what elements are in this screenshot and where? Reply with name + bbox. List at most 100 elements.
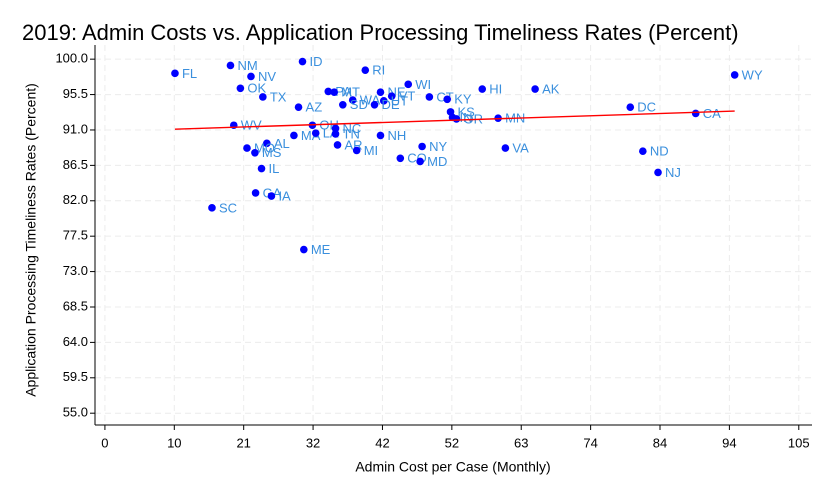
point [348, 96, 357, 104]
point-label: MI [364, 143, 378, 158]
x-tick-label: 84 [653, 435, 667, 450]
point [361, 66, 370, 74]
point [478, 85, 487, 93]
point [247, 72, 255, 81]
y-tick-label: 91.0 [63, 121, 88, 136]
y-tick-label: 68.5 [63, 298, 88, 313]
point-label: MD [427, 154, 447, 169]
point-label: NH [387, 128, 406, 143]
point-label: DE [382, 97, 400, 112]
point [263, 139, 271, 148]
point [259, 93, 267, 101]
point-label: ID [310, 54, 323, 69]
x-tick-label: 63 [514, 435, 528, 450]
y-tick-label: 55.0 [63, 405, 88, 420]
point [425, 93, 434, 101]
point-label: WI [415, 77, 431, 92]
point [501, 144, 510, 152]
point-label: PA [335, 84, 352, 99]
point-label: ND [650, 144, 669, 159]
point-label: NC [343, 121, 362, 136]
point-label: FL [182, 66, 197, 81]
y-tick-label: 73.0 [63, 263, 88, 278]
point-label: MT [341, 85, 360, 100]
point [639, 147, 647, 156]
point [691, 109, 700, 118]
point [257, 164, 266, 173]
point-label: AZ [306, 100, 323, 115]
point [730, 71, 739, 79]
point-label: VA [512, 141, 529, 156]
point-label: SC [219, 200, 237, 215]
point-label: KS [458, 104, 476, 119]
point [376, 88, 385, 97]
point-label: UT [391, 93, 408, 108]
y-tick-label: 77.5 [63, 228, 88, 243]
x-tick-label: 32 [306, 435, 320, 450]
point-label: TN [343, 126, 360, 141]
y-tick-label: 86.5 [63, 157, 88, 172]
point-label: OK [247, 81, 266, 96]
y-tick-label: 82.0 [63, 192, 88, 207]
point-label: CA [703, 106, 721, 121]
point [267, 192, 276, 200]
point [333, 141, 342, 149]
point-label: WV [241, 118, 262, 133]
point [331, 130, 340, 138]
point-label: AK [542, 81, 560, 96]
point [376, 131, 385, 140]
point [418, 142, 426, 151]
point [396, 154, 405, 163]
point [379, 97, 388, 105]
point-label: HI [489, 81, 502, 96]
y-axis-title: Application Processing Timeliness Rates … [23, 83, 39, 397]
fit-line [174, 110, 735, 130]
point [352, 146, 361, 155]
point-label: NJ [665, 165, 681, 180]
point [339, 100, 347, 109]
point-label: IL [269, 161, 280, 176]
point [243, 144, 251, 152]
point [331, 124, 340, 133]
point [416, 157, 424, 166]
point-label: MS [262, 145, 282, 160]
x-tick-label: 0 [101, 435, 108, 450]
point [443, 95, 452, 104]
point-label: NV [258, 69, 276, 84]
point [330, 88, 339, 97]
point [404, 80, 413, 89]
point-label: KY [454, 92, 472, 107]
x-tick-label: 21 [236, 435, 250, 450]
point [531, 85, 539, 93]
point-label: NY [429, 139, 447, 154]
x-tick-label: 52 [445, 435, 459, 450]
point-label: MO [254, 141, 275, 156]
point [311, 129, 320, 137]
point [452, 115, 461, 123]
point-label: DC [637, 100, 656, 115]
point [324, 87, 333, 96]
point-label: SD [350, 97, 368, 112]
point [171, 69, 179, 78]
x-tick-label: 10 [167, 435, 181, 450]
point [226, 61, 235, 70]
point [370, 100, 379, 109]
point-label: VT [399, 89, 416, 104]
y-tick-label: 100.0 [55, 51, 88, 66]
x-tick-label: 94 [722, 435, 736, 450]
point-label: IA [278, 188, 291, 203]
point-label: NM [237, 58, 257, 73]
point [654, 168, 662, 177]
point [387, 92, 396, 100]
point-label: IN [460, 110, 473, 125]
x-tick-label: 74 [583, 435, 597, 450]
y-tick-label: 64.0 [63, 334, 88, 349]
point-label: ME [311, 242, 331, 257]
point-label: WY [742, 67, 763, 82]
y-tick-label: 59.5 [63, 369, 88, 384]
point [208, 204, 216, 212]
point-label: TX [270, 89, 287, 104]
x-axis-title: Admin Cost per Case (Monthly) [355, 459, 550, 475]
point [300, 245, 308, 254]
